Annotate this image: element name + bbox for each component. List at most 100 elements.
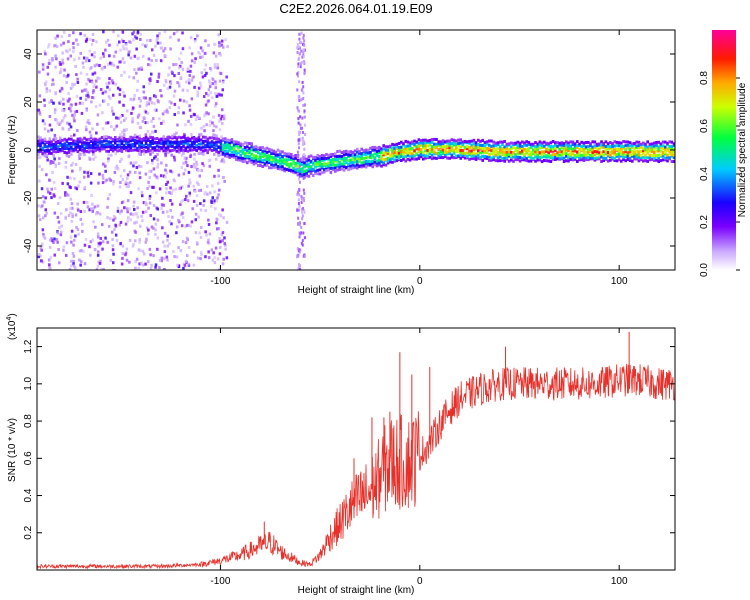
heat-cell [215,143,218,147]
heat-cell [224,154,227,158]
heat-cell [107,81,111,85]
heat-cell [411,154,414,158]
heat-cell [125,145,128,149]
heat-cell [235,142,238,146]
heat-cell [499,148,502,152]
heat-cell [593,144,597,148]
heat-cell [305,171,308,175]
heat-cell [397,151,401,155]
x-tick-label: -100 [210,576,230,587]
heat-cell [378,158,381,162]
heat-cell [419,150,423,154]
heat-cell [71,161,75,165]
heat-cell [507,142,511,146]
heat-cell [203,95,206,98]
heat-cell [589,142,592,146]
heat-cell [63,137,66,141]
heat-cell [158,149,161,153]
heat-cell [166,244,169,248]
heat-cell [75,73,78,77]
heat-cell [547,148,550,152]
heat-cell [143,152,146,156]
heat-cell [582,153,586,157]
heat-cell [149,39,152,42]
heat-cell [626,154,630,158]
heat-cell [42,232,45,236]
heat-cell [37,253,41,256]
heat-cell [422,141,425,145]
heat-cell [279,159,282,163]
heat-cell [61,51,64,55]
heat-cell [188,148,192,152]
heat-cell [305,159,308,163]
heat-cell [219,146,223,150]
heat-cell [217,33,220,37]
heat-cell [177,173,181,177]
heat-cell [345,149,348,153]
heat-cell [230,146,234,150]
heat-cell [250,160,253,164]
heat-cell [175,140,179,144]
heat-cell [134,170,137,174]
heat-cell [248,151,251,155]
heat-cell [302,42,304,46]
heat-cell [294,168,297,172]
heat-cell [648,146,652,150]
heat-cell [272,156,275,160]
heat-cell [98,141,102,145]
heat-cell [360,147,363,151]
heat-cell [109,140,113,144]
heat-cell [650,154,654,157]
heat-cell [120,201,124,205]
heat-cell [474,152,478,156]
heat-cell [158,145,161,149]
heat-cell [340,162,344,166]
heat-cell [373,156,377,160]
heat-cell [351,163,355,167]
heat-cell [283,153,286,157]
heat-cell [142,148,146,152]
heat-cell [72,259,75,263]
heat-cell [89,240,93,244]
heat-cell [331,162,335,166]
heat-cell [297,65,300,69]
heat-cell [446,141,449,145]
heat-cell [338,167,341,171]
heat-cell [162,83,166,87]
heat-cell [417,144,421,148]
heat-cell [195,148,198,152]
heat-cell [68,268,72,270]
heat-cell [426,148,429,152]
heat-cell [483,141,487,145]
heat-cell [76,77,79,81]
heat-cell [620,141,623,145]
heat-cell [92,150,95,154]
heat-cell [415,140,418,144]
heat-cell [203,114,206,118]
heat-cell [153,141,157,145]
heat-cell [148,133,152,137]
heat-cell [128,40,131,44]
heat-cell [111,81,115,85]
heat-cell [188,137,192,141]
heat-cell [580,148,583,151]
heat-cell [72,50,75,54]
heat-cell [175,149,179,153]
heat-cell [193,137,196,141]
heat-cell [140,149,143,153]
heat-cell [129,139,132,143]
heat-cell [455,145,458,149]
heat-cell [48,59,51,62]
heat-cell [375,159,379,163]
heat-cell [644,148,647,152]
heat-cell [149,253,152,257]
heat-cell [78,157,81,160]
heat-cell [336,158,339,162]
heat-cell [644,144,647,148]
heat-cell [195,144,198,148]
heat-cell [209,119,212,123]
colorbar-tick-label: 0.0 [699,263,710,277]
heat-cell [145,210,148,214]
heat-cell [437,143,440,147]
heat-cell [329,152,333,156]
